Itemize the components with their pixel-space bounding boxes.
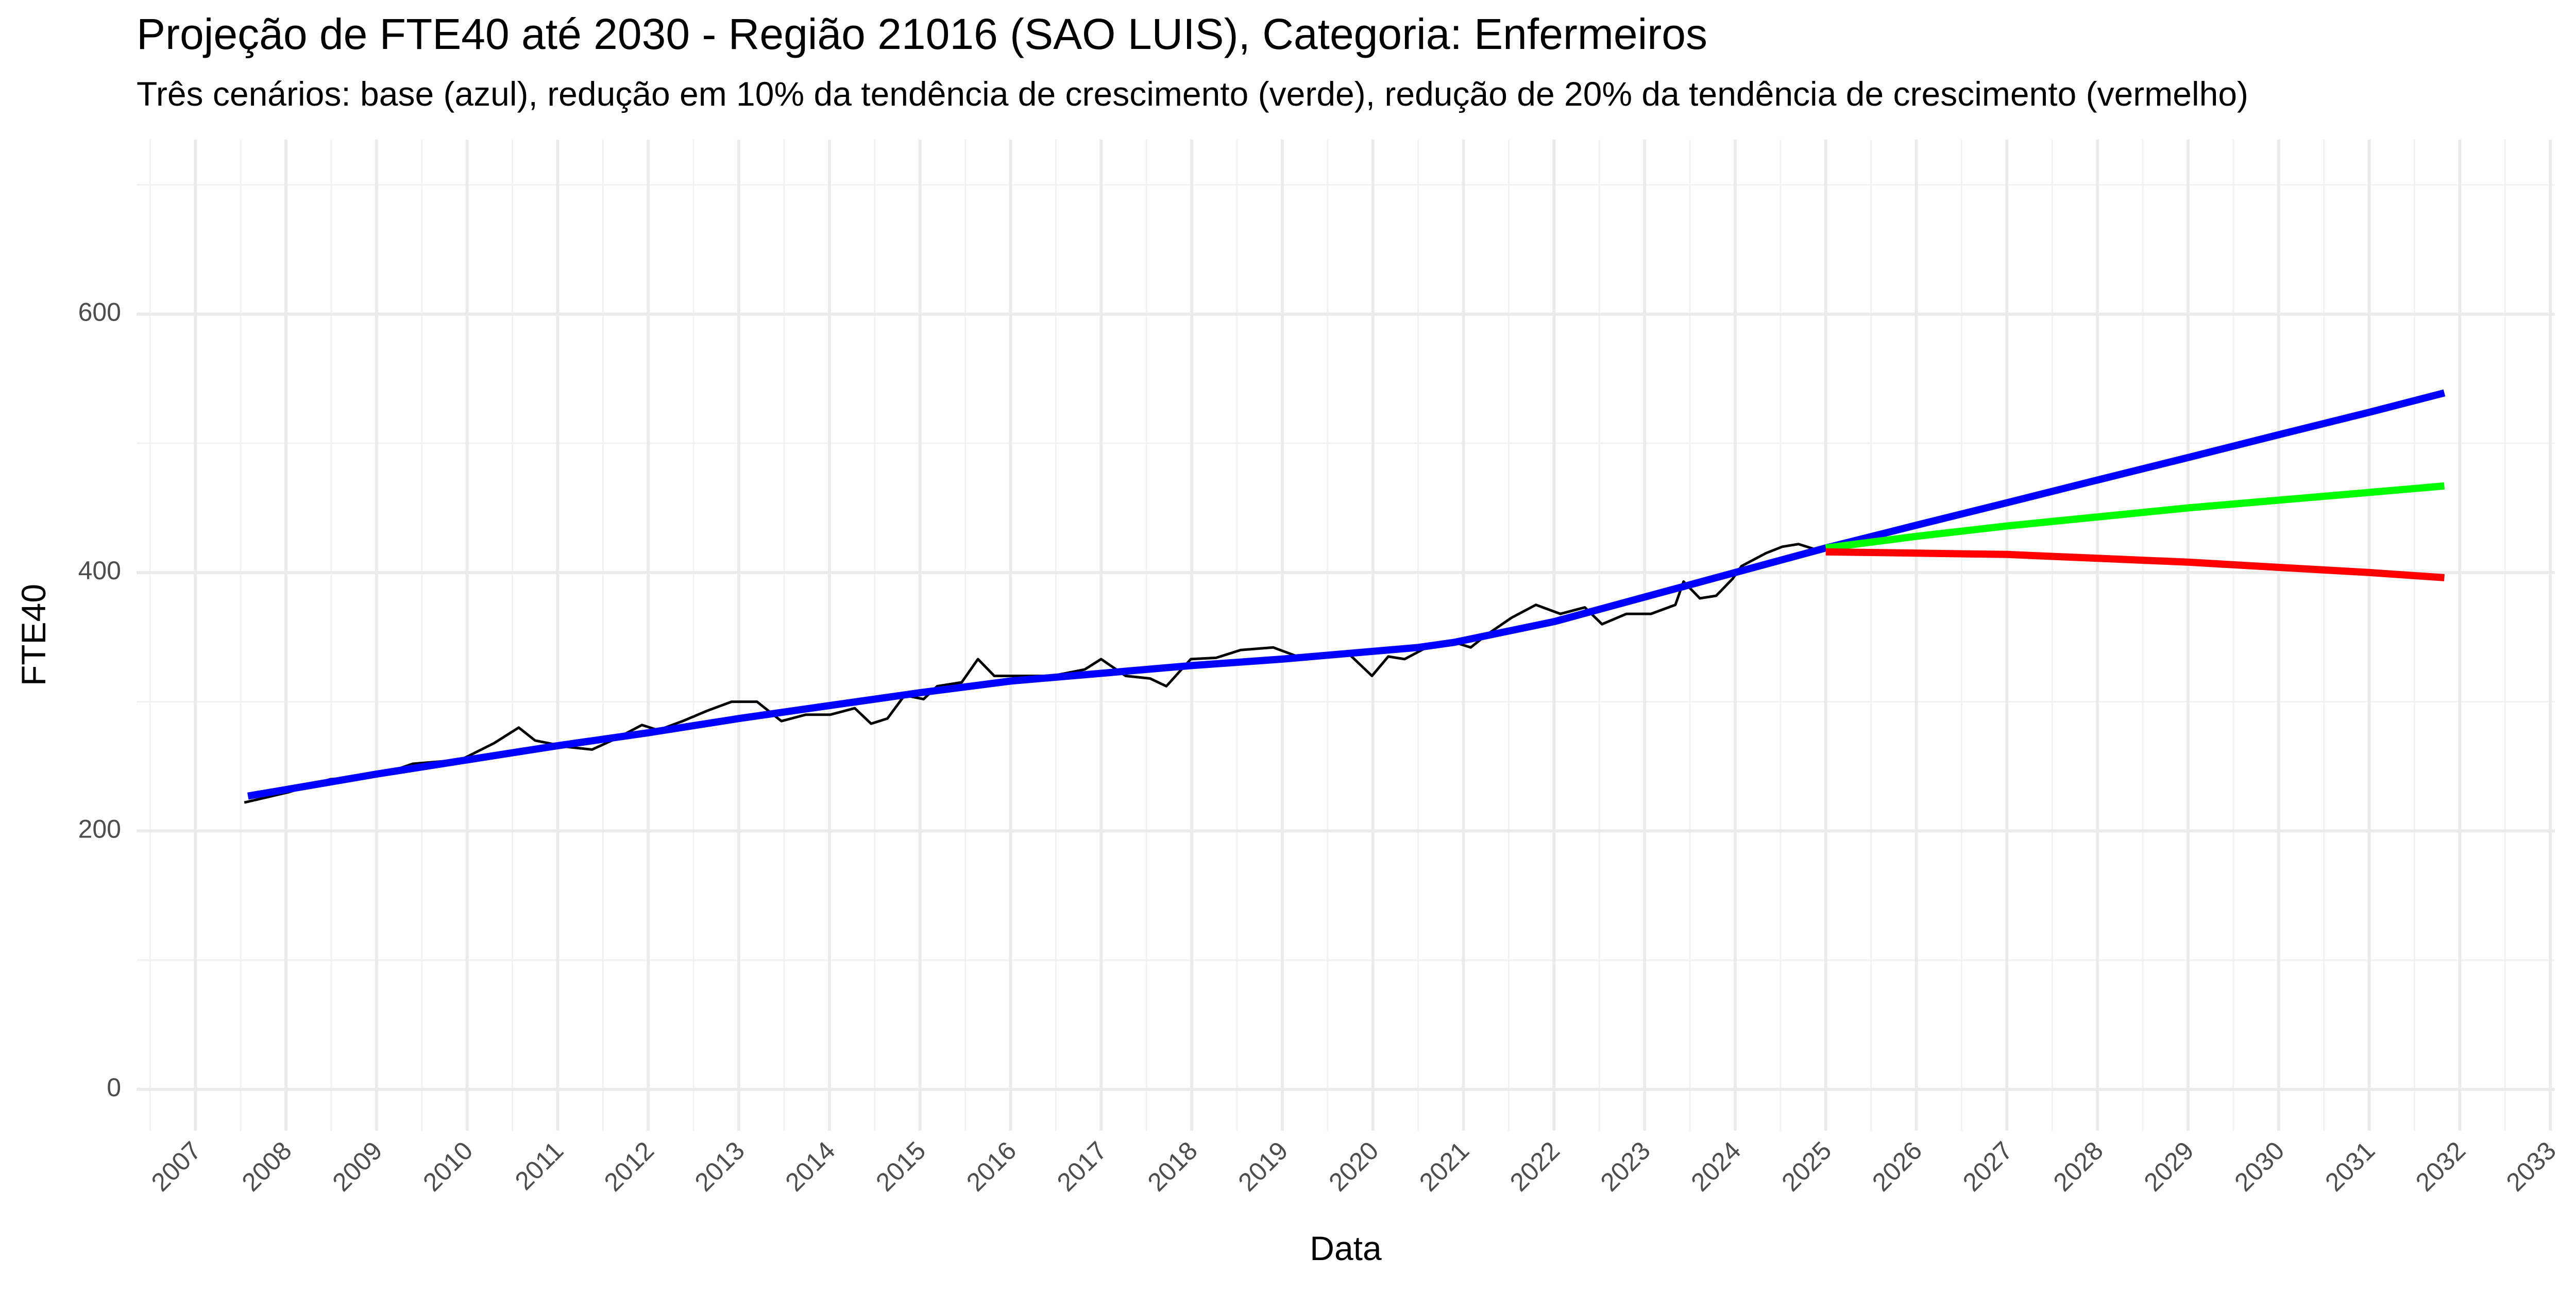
x-tick-label: 2023 (1595, 1136, 1656, 1197)
y-axis-label: FTE40 (14, 584, 53, 686)
x-tick-label: 2014 (779, 1136, 840, 1197)
plot-lines (244, 389, 2446, 804)
grid: 2007 2008 2009 2010 2011 2012 2013 2014 2015 2016… (78, 140, 2562, 1197)
x-tick-label: 2018 (1142, 1136, 1203, 1197)
y-tick-label: 0 (107, 1073, 121, 1102)
x-tick-label: 2021 (1414, 1136, 1475, 1197)
x-tick-label: 2032 (2410, 1136, 2471, 1197)
x-tick-label: 2029 (2139, 1136, 2199, 1197)
x-tick-label: 2013 (689, 1136, 750, 1197)
x-tick-label: 2031 (2319, 1136, 2380, 1197)
x-tick-label: 2008 (236, 1136, 297, 1197)
x-axis-label: Data (1310, 1229, 1382, 1267)
x-tick-label: 2020 (1323, 1136, 1384, 1197)
x-tick-label: 2011 (510, 1136, 569, 1196)
x-tick-label: 2033 (2501, 1136, 2562, 1197)
series-line (244, 543, 1826, 804)
y-tick-label: 400 (78, 556, 121, 585)
x-tick-label: 2022 (1504, 1136, 1565, 1197)
x-tick-label: 2027 (1957, 1136, 2018, 1197)
x-tick-label: 2015 (870, 1136, 931, 1197)
chart-title: Projeção de FTE40 até 2030 - Região 2101… (137, 10, 1707, 58)
x-tick-label: 2024 (1685, 1136, 1746, 1197)
x-tick-label: 2030 (2229, 1136, 2290, 1197)
x-tick-label: 2026 (1867, 1136, 1927, 1197)
chart-subtitle: Três cenários: base (azul), redução em 1… (137, 75, 2248, 113)
x-tick-label: 2010 (417, 1136, 478, 1197)
x-tick-label: 2012 (599, 1136, 659, 1197)
x-tick-label: 2028 (2048, 1136, 2109, 1197)
y-tick-label: 200 (78, 815, 121, 844)
x-tick-label: 2016 (961, 1136, 1022, 1197)
x-tick-label: 2025 (1776, 1136, 1837, 1197)
series-line (1825, 482, 2445, 552)
x-tick-label: 2017 (1052, 1136, 1112, 1197)
series-line (247, 389, 2446, 800)
series-line (1825, 548, 2445, 581)
x-tick-label: 2009 (327, 1136, 387, 1197)
x-tick-label: 2007 (146, 1136, 207, 1197)
x-tick-label: 2019 (1232, 1136, 1293, 1197)
y-tick-label: 600 (78, 298, 121, 327)
